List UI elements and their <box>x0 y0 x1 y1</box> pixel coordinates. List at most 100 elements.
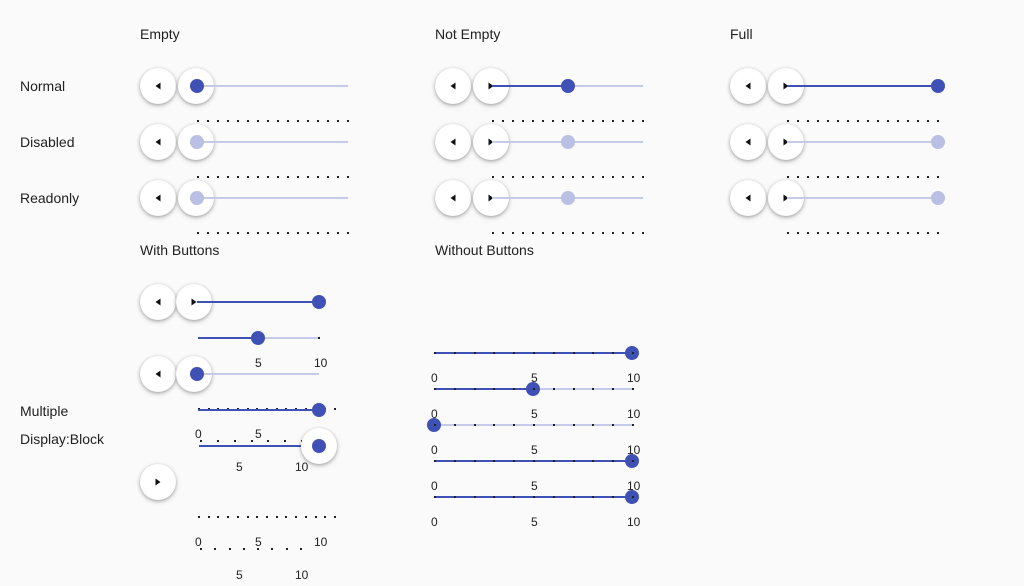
chevron-left-icon <box>745 194 751 202</box>
tick-mark <box>572 232 574 234</box>
slider-thumb[interactable] <box>190 367 204 381</box>
chevron-right-icon <box>191 298 197 306</box>
slider-ticks <box>492 232 644 234</box>
increment-button[interactable] <box>140 464 176 500</box>
col-header-with-buttons: With Buttons <box>140 242 220 258</box>
tick-mark <box>927 232 929 234</box>
tick-mark <box>502 232 504 234</box>
tick-mark <box>907 120 909 122</box>
tick-mark <box>612 232 614 234</box>
slider-thumb[interactable] <box>312 295 326 309</box>
slider-thumb[interactable] <box>251 331 265 345</box>
tick-mark <box>257 548 260 550</box>
col-header-full: Full <box>730 26 753 42</box>
decrement-button[interactable] <box>435 180 471 216</box>
slider-ticks <box>434 424 634 426</box>
tick-mark <box>227 176 229 178</box>
scale-label-mid: 5 <box>531 407 538 421</box>
tick-mark <box>572 388 575 390</box>
tick-mark <box>917 232 919 234</box>
tick-mark <box>612 496 615 498</box>
scale-label-max: 10 <box>627 515 641 529</box>
slider-ticks <box>434 496 634 498</box>
tick-mark <box>285 548 288 550</box>
slider-ticks <box>434 352 634 354</box>
tick-mark <box>513 424 516 426</box>
row-label-display-block: Display:Block <box>20 431 105 447</box>
decrement-button[interactable] <box>730 124 766 160</box>
chevron-right-icon <box>783 82 789 90</box>
decrement-button[interactable] <box>140 124 176 160</box>
tick-mark <box>473 496 476 498</box>
tick-mark <box>297 120 299 122</box>
tick-mark <box>612 352 615 354</box>
tick-mark <box>492 232 494 234</box>
tick-mark <box>787 176 789 178</box>
tick-mark <box>807 176 809 178</box>
scale-label-min: 0 <box>431 515 438 529</box>
tick-mark <box>592 460 595 462</box>
tick-mark <box>552 176 554 178</box>
decrement-button[interactable] <box>730 68 766 104</box>
chevron-left-icon <box>745 138 751 146</box>
tick-mark <box>582 232 584 234</box>
tick-mark <box>592 496 595 498</box>
chevron-right-icon <box>488 82 494 90</box>
tick-mark <box>867 232 869 234</box>
scale-label-mid: 5 <box>236 460 243 474</box>
slider-thumb[interactable] <box>931 79 945 93</box>
tick-mark <box>207 120 209 122</box>
tick-mark <box>327 120 329 122</box>
tick-mark <box>334 516 336 518</box>
decrement-button[interactable] <box>435 68 471 104</box>
tick-mark <box>267 176 269 178</box>
slider-fill <box>198 337 258 339</box>
tick-mark <box>250 440 253 442</box>
slider-ticks <box>434 388 634 390</box>
slider-thumb <box>190 135 204 149</box>
tick-mark <box>533 424 535 426</box>
slider-thumb[interactable] <box>560 79 575 93</box>
tick-mark <box>887 176 889 178</box>
slider-thumb <box>560 191 575 205</box>
chevron-right-icon <box>155 478 161 486</box>
tick-mark <box>453 424 456 426</box>
decrement-button[interactable] <box>140 180 176 216</box>
decrement-button[interactable] <box>435 124 471 160</box>
decrement-button[interactable] <box>140 68 176 104</box>
chevron-left-icon <box>450 82 456 90</box>
slider-thumb[interactable] <box>312 439 326 453</box>
tick-mark <box>334 408 336 410</box>
decrement-button[interactable] <box>140 284 176 320</box>
tick-mark <box>797 232 799 234</box>
tick-mark <box>297 232 299 234</box>
tick-mark <box>622 232 624 234</box>
tick-mark <box>317 176 319 178</box>
decrement-button[interactable] <box>730 180 766 216</box>
chevron-left-icon <box>155 370 161 378</box>
tick-mark <box>337 232 339 234</box>
tick-mark <box>512 232 514 234</box>
slider-track <box>197 197 348 199</box>
tick-mark <box>837 120 839 122</box>
tick-mark <box>277 232 279 234</box>
slider-thumb[interactable] <box>312 403 326 417</box>
scale-label-max: 10 <box>627 443 641 457</box>
decrement-button[interactable] <box>140 356 176 392</box>
tick-mark <box>642 120 644 122</box>
tick-mark <box>267 232 269 234</box>
tick-mark <box>632 496 634 498</box>
slider-track <box>787 197 938 199</box>
slider-fill <box>492 85 568 87</box>
tick-mark <box>493 460 496 462</box>
tick-mark <box>285 516 288 518</box>
tick-mark <box>502 120 504 122</box>
scale-label-min: 0 <box>431 443 438 457</box>
slider-thumb[interactable] <box>190 79 204 93</box>
tick-mark <box>247 176 249 178</box>
tick-mark <box>897 232 899 234</box>
tick-mark <box>267 440 270 442</box>
tick-mark <box>317 232 319 234</box>
tick-mark <box>552 388 555 390</box>
scale-label-mid: 5 <box>531 443 538 457</box>
